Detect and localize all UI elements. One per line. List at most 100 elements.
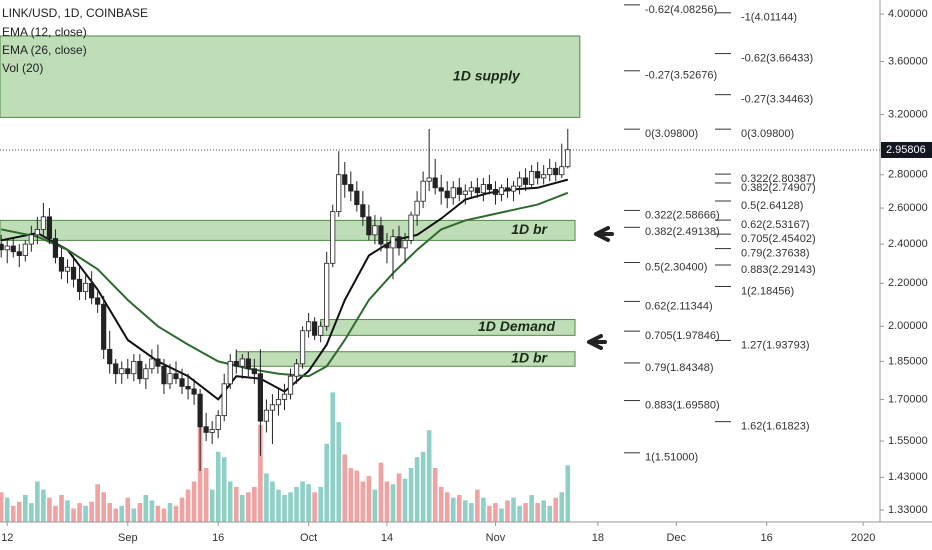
- candle-body: [438, 187, 444, 192]
- y-tick-label: 2.40000: [888, 238, 928, 250]
- last-price-label: 2.95806: [886, 144, 926, 156]
- volume-bar: [71, 508, 76, 522]
- volume-bar: [547, 505, 552, 522]
- y-tick-label: 2.20000: [888, 277, 928, 289]
- candle-body: [70, 266, 77, 280]
- candle-body: [312, 321, 318, 336]
- volume-bar: [318, 486, 323, 522]
- candle-body: [516, 177, 523, 187]
- fib-label: 0.705(1.97846): [645, 330, 720, 342]
- candle-body: [257, 373, 263, 422]
- candle-body: [372, 225, 378, 236]
- fib-label: 0.5(2.30400): [645, 261, 707, 273]
- zone: [0, 219, 576, 241]
- y-tick-label: 1.85000: [888, 355, 928, 367]
- volume-bar: [101, 492, 106, 522]
- volume-bar: [53, 505, 58, 522]
- volume-bar: [227, 481, 233, 522]
- volume-bar: [35, 481, 40, 522]
- candle-body: [281, 393, 288, 400]
- candle-body: [58, 257, 65, 272]
- candle-body: [559, 166, 565, 176]
- candle-body: [113, 363, 119, 375]
- volume-bar: [463, 500, 468, 522]
- volume-bar: [233, 486, 239, 522]
- volume-bar: [240, 495, 245, 522]
- volume-bar: [294, 486, 299, 522]
- candle-body: [34, 228, 40, 236]
- x-tick-label: Oct: [300, 532, 317, 544]
- candle-body: [480, 184, 486, 194]
- candle-body: [227, 360, 233, 385]
- fib-label: 0.79(2.37638): [741, 247, 810, 259]
- volume-bar: [306, 484, 311, 522]
- candle-body: [40, 216, 46, 230]
- volume-bar: [372, 489, 378, 522]
- volume-bar: [300, 481, 305, 522]
- volume-bar: [511, 497, 516, 522]
- volume-bar: [77, 503, 82, 522]
- volume-bar: [89, 501, 94, 522]
- volume-bar: [252, 486, 257, 522]
- fib-label: 0.5(2.64128): [741, 200, 803, 212]
- volume-bar: [475, 489, 480, 522]
- volume-bar: [4, 497, 10, 522]
- y-tick-label: 2.80000: [888, 169, 928, 181]
- volume-bar: [221, 457, 227, 522]
- volume-bar: [83, 505, 88, 522]
- volume-bar: [493, 503, 498, 522]
- volume-bar: [336, 422, 342, 522]
- fib-label: 0(3.09800): [645, 128, 698, 140]
- fib-label: 0.322(2.58666): [645, 209, 720, 221]
- fib-label: -1(4.01144): [741, 12, 797, 24]
- candle-body: [408, 214, 414, 241]
- candle-body: [462, 190, 468, 195]
- x-tick-label: 16: [212, 532, 224, 544]
- volume-bar: [47, 497, 52, 522]
- candle-body: [95, 297, 101, 305]
- volume-bar: [529, 495, 534, 522]
- candle-body: [342, 174, 348, 185]
- y-tick-label: 1.70000: [888, 393, 928, 405]
- candle-body: [76, 278, 83, 292]
- candle-body: [10, 245, 16, 253]
- candle-body: [125, 368, 131, 375]
- fib-label: -0.27(3.52676): [645, 70, 717, 82]
- volume-bar: [65, 500, 70, 522]
- x-tick-label: 16: [761, 532, 773, 544]
- volume-bar: [149, 500, 155, 522]
- volume-bar: [113, 508, 119, 522]
- candle-body: [390, 236, 396, 249]
- fib-label: 0.382(2.74907): [741, 182, 816, 194]
- volume-bar: [167, 503, 173, 522]
- fib-label: 0.62(2.53167): [741, 219, 810, 231]
- fib-label: 0.883(2.29143): [741, 264, 816, 276]
- candle-body: [318, 325, 324, 336]
- volume-bar: [354, 470, 360, 522]
- volume-bar: [426, 430, 432, 522]
- candle-body: [82, 282, 89, 292]
- volume-bar: [288, 492, 293, 522]
- candle-body: [324, 262, 330, 327]
- candle-body: [529, 171, 535, 185]
- candle-body: [131, 360, 137, 375]
- fib-label: 0.79(1.84348): [645, 362, 714, 374]
- candle-body: [456, 187, 462, 195]
- volume-bar: [396, 473, 402, 522]
- x-tick-label: Dec: [666, 532, 686, 544]
- y-tick-label: 1.33000: [888, 504, 928, 516]
- candle-body: [306, 321, 312, 332]
- y-tick-label: 2.60000: [888, 202, 928, 214]
- volume-bar: [342, 454, 348, 522]
- fib-label: 0.62(2.11344): [645, 300, 713, 312]
- volume-bar: [41, 489, 46, 522]
- candle-body: [179, 378, 185, 387]
- volume-bar: [414, 457, 420, 522]
- candle-body: [239, 358, 245, 367]
- volume-bar: [565, 465, 571, 522]
- volume-bar: [173, 505, 179, 522]
- fib-label: 1(2.18456): [741, 285, 794, 297]
- fib-label: 0.382(2.49138): [645, 226, 720, 238]
- candle-body: [486, 184, 493, 190]
